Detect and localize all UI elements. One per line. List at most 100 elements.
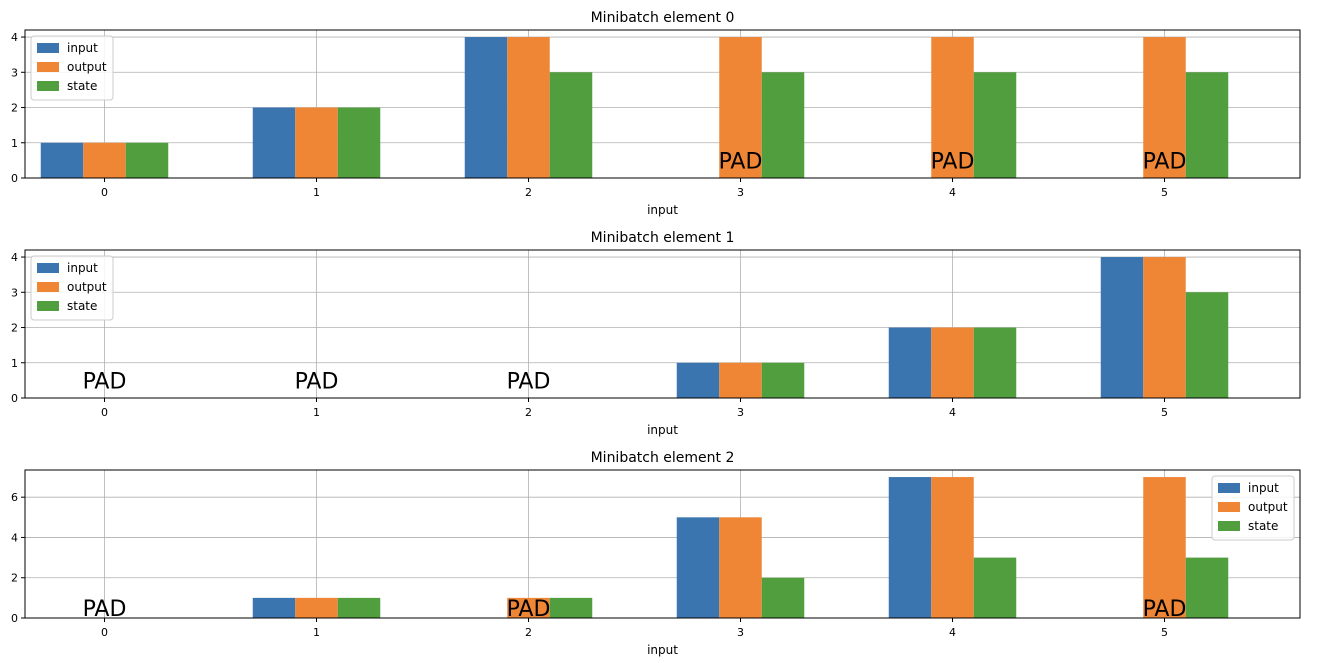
- pad-label: PAD: [931, 149, 975, 174]
- chart-panel-0: PAD PAD PAD 0 1 2 3 4 5 0 1 2 3 4 Minibatch element 0 i…: [11, 10, 1301, 217]
- legend-swatch-output: [1218, 502, 1240, 512]
- pad-label: PAD: [83, 369, 127, 394]
- legend-label-output: output: [1248, 500, 1288, 514]
- bar-input-0: [40, 142, 84, 178]
- x-axis-label: input: [647, 643, 678, 657]
- chart-title: Minibatch element 0: [591, 10, 735, 26]
- bar-state-5: [1185, 72, 1229, 178]
- x-tick-label: 5: [1161, 406, 1168, 419]
- y-tick-label: 3: [11, 66, 18, 79]
- x-tick-label: 1: [313, 626, 320, 639]
- legend-label-state: state: [1248, 519, 1278, 533]
- x-tick-label: 1: [313, 186, 320, 199]
- y-tick-label: 2: [11, 322, 18, 335]
- x-axis-label: input: [647, 203, 678, 217]
- bar-state-1: [337, 107, 381, 178]
- bar-state-3: [761, 577, 805, 618]
- x-tick-label: 0: [101, 186, 108, 199]
- bar-output-4: [931, 477, 974, 618]
- bar-state-5: [1185, 557, 1229, 618]
- x-tick-label: 2: [525, 186, 532, 199]
- bar-output-3: [719, 362, 762, 398]
- x-tick-label: 4: [949, 186, 956, 199]
- pad-label: PAD: [295, 369, 339, 394]
- legend: input output state: [30, 35, 114, 101]
- bar-state-3: [761, 72, 805, 178]
- bar-output-0: [83, 142, 126, 178]
- legend: input output state: [1211, 475, 1295, 541]
- bar-state-4: [973, 72, 1017, 178]
- y-tick-label: 6: [11, 491, 18, 504]
- plot-area: [25, 470, 1300, 618]
- x-tick-label: 5: [1161, 626, 1168, 639]
- y-tick-label: 0: [11, 612, 18, 625]
- y-tick-label: 2: [11, 572, 18, 585]
- y-tick-label: 1: [11, 137, 18, 150]
- legend-swatch-state: [1218, 521, 1240, 531]
- x-tick-label: 0: [101, 626, 108, 639]
- bar-input-4: [888, 327, 932, 398]
- bar-input-2: [464, 37, 508, 178]
- pad-label: PAD: [1143, 149, 1187, 174]
- chart-title: Minibatch element 2: [591, 450, 735, 466]
- legend-swatch-output: [37, 282, 59, 292]
- bar-state-3: [761, 362, 805, 398]
- legend-label-state: state: [67, 79, 97, 93]
- chart-title: Minibatch element 1: [591, 230, 735, 246]
- bar-state-4: [973, 327, 1017, 398]
- legend: input output state: [30, 255, 114, 321]
- bar-input-1: [252, 597, 296, 618]
- pad-label: PAD: [507, 369, 551, 394]
- axes-frame: [24, 469, 1301, 619]
- y-tick-label: 0: [11, 172, 18, 185]
- bar-output-2: [507, 37, 550, 178]
- axes-frame: [24, 29, 1301, 179]
- y-tick-label: 4: [11, 31, 18, 44]
- legend-swatch-state: [37, 81, 59, 91]
- bar-output-3: [719, 517, 762, 618]
- x-tick-label: 3: [737, 406, 744, 419]
- x-tick-label: 3: [737, 186, 744, 199]
- legend-label-input: input: [67, 261, 98, 275]
- y-tick-label: 2: [11, 102, 18, 115]
- bar-output-1: [295, 597, 338, 618]
- x-tick-label: 1: [313, 406, 320, 419]
- bar-input-3: [676, 362, 720, 398]
- y-tick-label: 0: [11, 392, 18, 405]
- y-tick-label: 1: [11, 357, 18, 370]
- legend-swatch-state: [37, 301, 59, 311]
- bar-output-5: [1143, 477, 1186, 618]
- bar-state-2: [549, 597, 593, 618]
- plot-area: [25, 30, 1300, 178]
- axes-frame: [24, 249, 1301, 399]
- bar-state-0: [125, 142, 169, 178]
- y-tick-label: 4: [11, 251, 18, 264]
- bar-output-5: [1143, 37, 1186, 178]
- bar-output-1: [295, 107, 338, 178]
- plot-area: [25, 250, 1300, 398]
- legend-label-input: input: [1248, 481, 1279, 495]
- bar-input-5: [1100, 257, 1144, 398]
- legend-swatch-input: [1218, 483, 1240, 493]
- x-tick-label: 0: [101, 406, 108, 419]
- x-tick-label: 2: [525, 626, 532, 639]
- x-tick-label: 4: [949, 406, 956, 419]
- bar-state-1: [337, 597, 381, 618]
- x-tick-label: 4: [949, 626, 956, 639]
- legend-label-output: output: [67, 280, 107, 294]
- bar-state-4: [973, 557, 1017, 618]
- x-tick-label: 5: [1161, 186, 1168, 199]
- legend-swatch-input: [37, 43, 59, 53]
- bar-output-4: [931, 37, 974, 178]
- bar-output-3: [719, 37, 762, 178]
- y-tick-label: 4: [11, 531, 18, 544]
- legend-label-output: output: [67, 60, 107, 74]
- bar-input-1: [252, 107, 296, 178]
- legend-swatch-output: [37, 62, 59, 72]
- chart-panel-1: PAD PAD PAD 0 1 2 3 4 5 0 1 2 3 4 Minibatch element 1 i…: [11, 230, 1301, 437]
- y-tick-label: 3: [11, 286, 18, 299]
- bar-input-3: [676, 517, 720, 618]
- bar-input-4: [888, 477, 932, 618]
